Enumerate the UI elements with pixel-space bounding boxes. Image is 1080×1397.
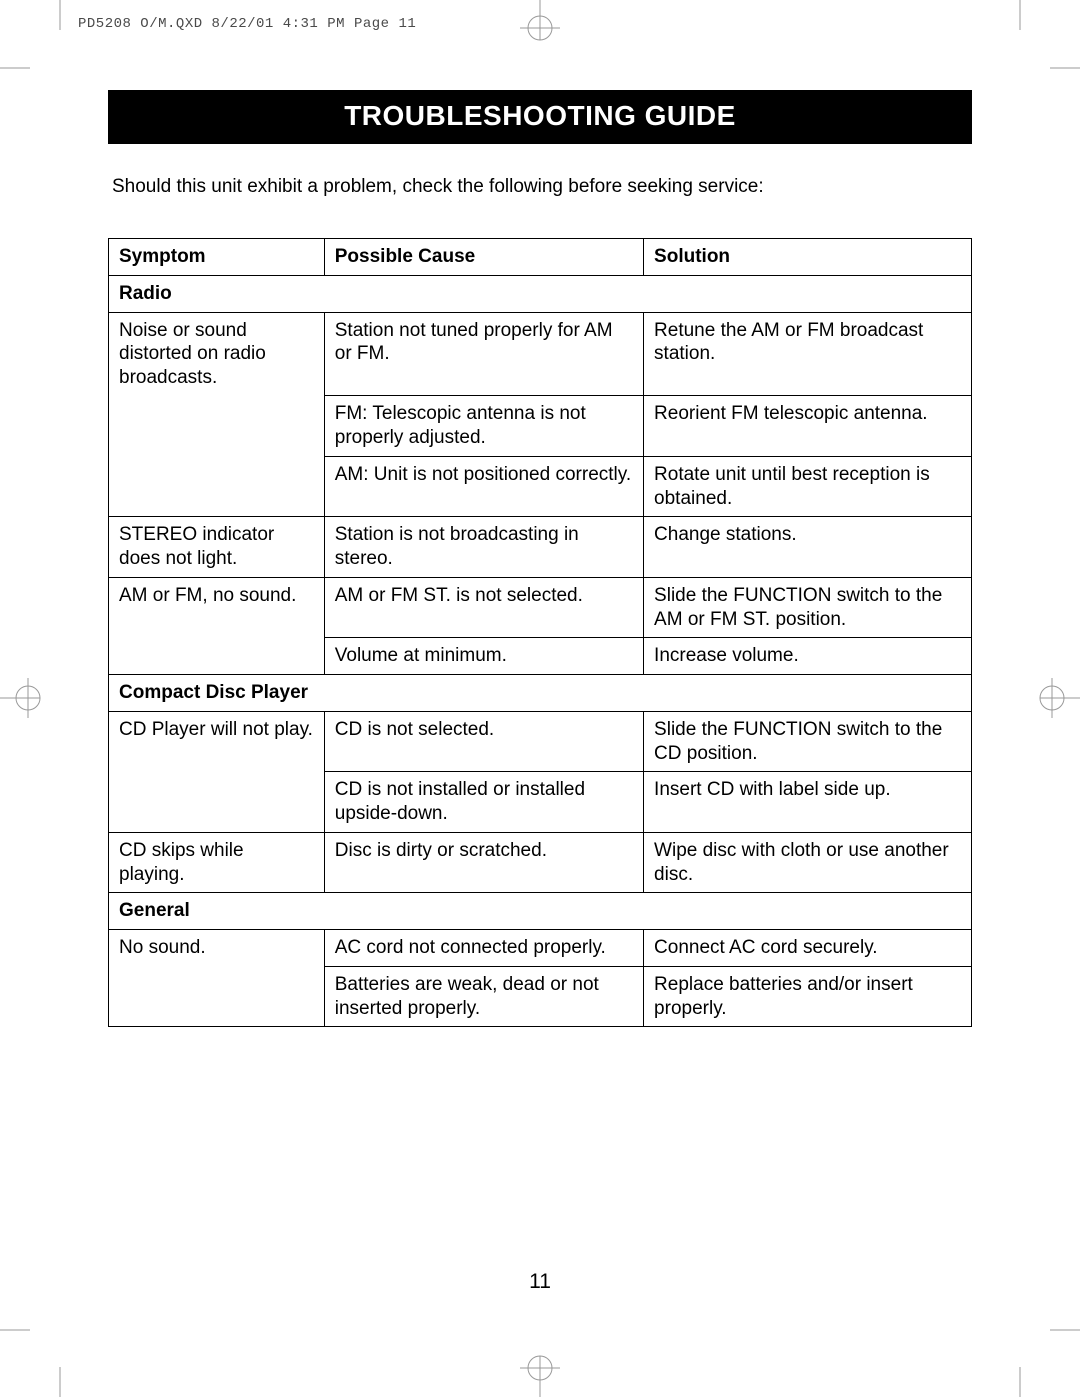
cell-symptom: AM or FM, no sound. [109, 577, 325, 638]
cell-cause: Batteries are weak, dead or not inserted… [324, 966, 643, 1027]
page-number: 11 [0, 1270, 1080, 1294]
cell-cause: Station not tuned properly for AM or FM. [324, 312, 643, 396]
cell-solution: Wipe disc with cloth or use another disc… [644, 832, 972, 893]
cell-solution: Replace batteries and/or insert properly… [644, 966, 972, 1027]
table-row: AM or FM, no sound. AM or FM ST. is not … [109, 577, 972, 638]
cell-solution: Connect AC cord securely. [644, 930, 972, 967]
cell-solution: Slide the FUNCTION switch to the CD posi… [644, 711, 972, 772]
intro-text: Should this unit exhibit a problem, chec… [112, 176, 972, 198]
table-row: AM: Unit is not positioned correctly. Ro… [109, 456, 972, 517]
cell-symptom: Noise or sound distorted on radio broadc… [109, 312, 325, 396]
section-label: Compact Disc Player [109, 675, 972, 712]
cell-solution: Increase volume. [644, 638, 972, 675]
table-row: Batteries are weak, dead or not inserted… [109, 966, 972, 1027]
cell-symptom: CD skips while playing. [109, 832, 325, 893]
cell-symptom: CD Player will not play. [109, 711, 325, 772]
cell-cause: Station is not broadcasting in stereo. [324, 517, 643, 578]
cell-symptom [109, 772, 325, 833]
troubleshooting-table: Symptom Possible Cause Solution Radio No… [108, 238, 972, 1027]
print-slug: PD5208 O/M.QXD 8/22/01 4:31 PM Page 11 [78, 16, 416, 32]
cell-symptom: STEREO indicator does not light. [109, 517, 325, 578]
page-title: TROUBLESHOOTING GUIDE [108, 90, 972, 144]
cell-symptom [109, 638, 325, 675]
cell-solution: Slide the FUNCTION switch to the AM or F… [644, 577, 972, 638]
table-row: STEREO indicator does not light. Station… [109, 517, 972, 578]
table-header-row: Symptom Possible Cause Solution [109, 239, 972, 276]
cell-solution: Insert CD with label side up. [644, 772, 972, 833]
cell-symptom: No sound. [109, 930, 325, 967]
table-row: CD Player will not play. CD is not selec… [109, 711, 972, 772]
table-row: FM: Telescopic antenna is not properly a… [109, 396, 972, 457]
cell-cause: Volume at minimum. [324, 638, 643, 675]
cell-cause: AM: Unit is not positioned correctly. [324, 456, 643, 517]
section-label: Radio [109, 275, 972, 312]
cell-cause: Disc is dirty or scratched. [324, 832, 643, 893]
table-row: CD skips while playing. Disc is dirty or… [109, 832, 972, 893]
cell-cause: AC cord not connected properly. [324, 930, 643, 967]
cell-cause: CD is not installed or installed upside-… [324, 772, 643, 833]
table-row: No sound. AC cord not connected properly… [109, 930, 972, 967]
cell-cause: AM or FM ST. is not selected. [324, 577, 643, 638]
table-row: CD is not installed or installed upside-… [109, 772, 972, 833]
cell-cause: CD is not selected. [324, 711, 643, 772]
cell-cause: FM: Telescopic antenna is not properly a… [324, 396, 643, 457]
page-content: TROUBLESHOOTING GUIDE Should this unit e… [108, 90, 972, 1027]
table-row: Volume at minimum. Increase volume. [109, 638, 972, 675]
cell-solution: Change stations. [644, 517, 972, 578]
cell-symptom [109, 966, 325, 1027]
cell-solution: Retune the AM or FM broadcast station. [644, 312, 972, 396]
table-row: Noise or sound distorted on radio broadc… [109, 312, 972, 396]
header-symptom: Symptom [109, 239, 325, 276]
cell-solution: Rotate unit until best reception is obta… [644, 456, 972, 517]
section-cd: Compact Disc Player [109, 675, 972, 712]
header-solution: Solution [644, 239, 972, 276]
header-cause: Possible Cause [324, 239, 643, 276]
cell-symptom [109, 456, 325, 517]
cell-symptom [109, 396, 325, 457]
section-radio: Radio [109, 275, 972, 312]
section-label: General [109, 893, 972, 930]
section-general: General [109, 893, 972, 930]
cell-solution: Reorient FM telescopic antenna. [644, 396, 972, 457]
